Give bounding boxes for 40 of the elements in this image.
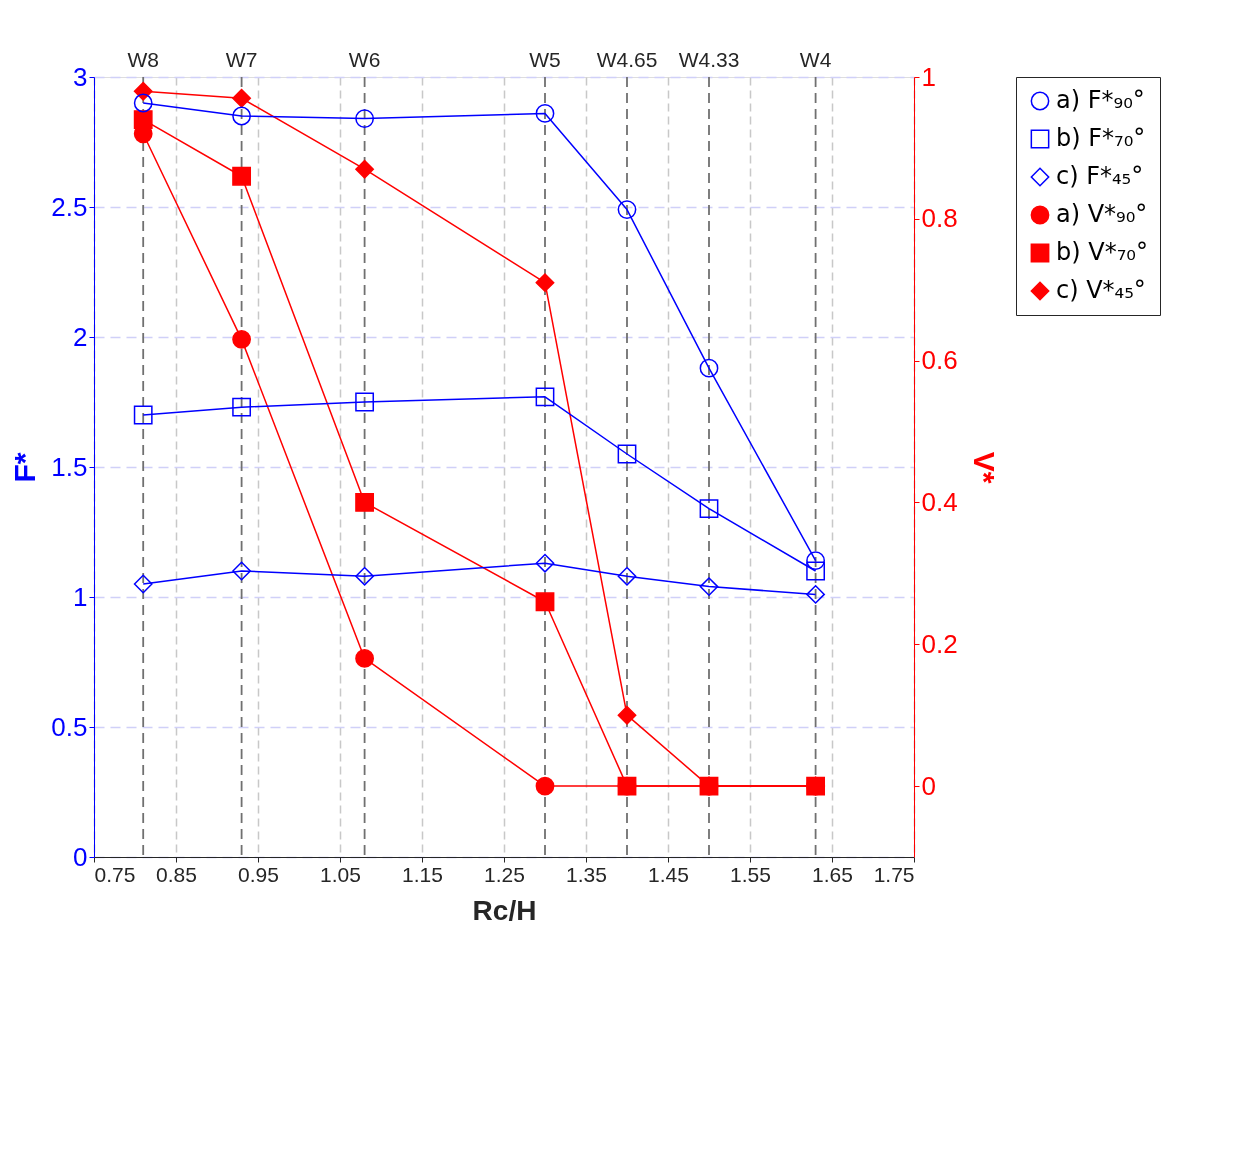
- legend-label: c) F*₄₅°: [1056, 162, 1144, 190]
- y-tick-label: 3: [73, 61, 88, 92]
- legend-label: b) V*₇₀°: [1056, 238, 1148, 266]
- legend-label: a) V*₉₀°: [1056, 200, 1148, 228]
- legend-label: c) V*₄₅°: [1056, 276, 1146, 304]
- y2-tick-label: 1: [921, 61, 936, 92]
- y-tick-label: 2.5: [51, 191, 88, 222]
- x-tick-label: 1.75: [873, 862, 915, 886]
- x-tick-label: 1.65: [812, 862, 853, 886]
- ref-line-label: W5: [529, 48, 561, 71]
- y-tick-label: 0.5: [51, 711, 88, 742]
- x-axis-title: Rc/H: [472, 894, 537, 926]
- ref-line-label: W4.33: [678, 48, 740, 71]
- x-tick-label: 1.25: [484, 862, 525, 886]
- y-tick-label: 0: [73, 841, 88, 872]
- ref-line-label: W7: [225, 48, 258, 71]
- ref-line-label: W4.65: [596, 48, 658, 71]
- x-tick-label: 0.75: [94, 862, 136, 886]
- y2-tick-label: 0: [921, 770, 936, 801]
- y2-tick-label: 0.4: [921, 486, 958, 517]
- x-tick-label: 1.15: [402, 862, 443, 886]
- legend-label: b) F*₇₀°: [1056, 124, 1146, 152]
- ref-line-label: W4: [799, 48, 832, 71]
- x-tick-label: 1.35: [566, 862, 607, 886]
- y2-axis-title: V*: [967, 451, 1001, 484]
- x-tick-label: 1.05: [320, 862, 361, 886]
- x-tick-label: 1.45: [648, 862, 689, 886]
- y-tick-label: 2: [73, 321, 88, 352]
- y-axis-title: F*: [8, 452, 42, 483]
- x-tick-label: 0.85: [156, 862, 197, 886]
- ref-line-label: W6: [348, 48, 381, 71]
- legend-label: a) F*₉₀°: [1056, 86, 1145, 114]
- y-tick-label: 1.5: [51, 451, 88, 482]
- y2-tick-label: 0.8: [921, 203, 958, 234]
- x-tick-label: 0.95: [238, 862, 279, 886]
- y2-tick-label: 0.6: [921, 345, 958, 376]
- x-tick-label: 1.55: [730, 862, 771, 886]
- y2-tick-label: 0.2: [921, 628, 958, 659]
- y-tick-label: 1: [73, 581, 88, 612]
- ref-line-label: W8: [127, 48, 159, 71]
